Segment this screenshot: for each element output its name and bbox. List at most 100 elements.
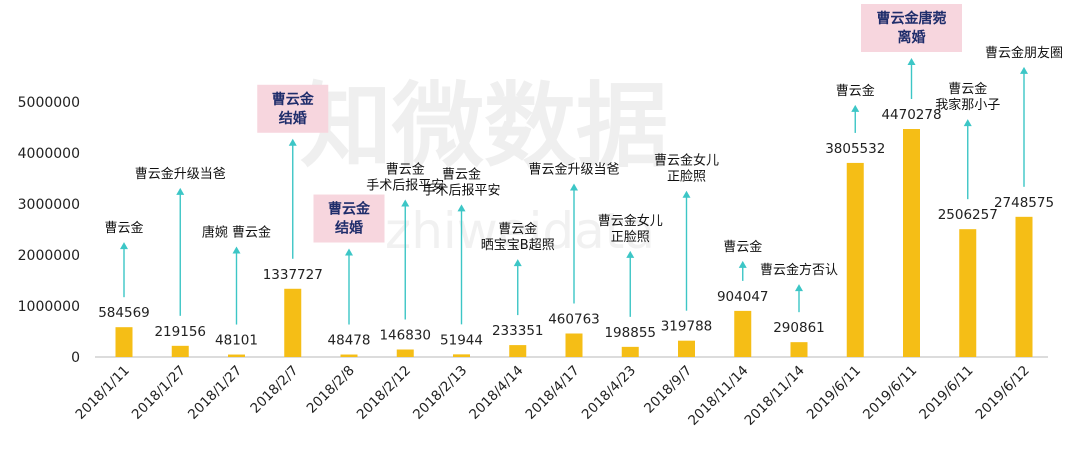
arrow-head [851, 104, 860, 112]
arrow-head [570, 183, 578, 191]
annotation-text: 曹云金 [328, 201, 371, 218]
annotation-text: 曹云金 [723, 239, 762, 255]
annotation-text: 曹云金 [442, 166, 481, 182]
x-tick-label: 2018/2/8 [304, 363, 358, 417]
watermark-en: zhiweidata [385, 202, 655, 260]
data-label: 460763 [548, 312, 600, 328]
annotation-text: 正脸照 [667, 170, 706, 185]
arrow-head [176, 187, 185, 195]
bar [228, 354, 245, 357]
data-label: 233351 [492, 323, 544, 339]
annotation-text: 结婚 [335, 220, 363, 237]
bar [565, 333, 583, 357]
annotation-arrows [120, 58, 1028, 325]
x-tick-label: 2019/6/12 [973, 363, 1033, 423]
arrow-head [288, 138, 297, 146]
x-tick-label: 2019/6/11 [916, 363, 976, 423]
y-tick-label: 2000000 [18, 248, 80, 264]
bar [284, 288, 302, 357]
annotation-text: 曹云金方否认 [760, 262, 838, 278]
x-tick-label: 2018/2/7 [247, 363, 301, 417]
bar [171, 345, 189, 357]
bar [115, 327, 133, 357]
annotation-text: 手术后报平安 [366, 179, 444, 194]
arrow-head [232, 246, 241, 254]
bar [959, 229, 977, 357]
data-label: 146830 [379, 328, 431, 344]
arrow-head [120, 242, 128, 250]
x-tick-label: 2018/1/11 [73, 363, 133, 423]
annotation-text: 曹云金 [948, 81, 987, 97]
bar [846, 162, 864, 357]
arrow-head [457, 204, 466, 212]
arrow-head [682, 190, 691, 198]
annotation-text: 曹云金升级当爸 [135, 166, 226, 182]
data-label: 198855 [604, 325, 656, 341]
y-tick-label: 4000000 [18, 146, 80, 162]
annotation-text: 曹云金唐菀 [877, 10, 947, 27]
annotation-text: 正脸照 [611, 230, 650, 245]
annotation-highlight-box [313, 194, 385, 243]
x-tick-label: 2018/11/14 [741, 363, 807, 429]
y-tick-label: 1000000 [18, 299, 80, 315]
x-tick-label: 2019/6/11 [860, 363, 920, 423]
arrow-head [345, 248, 353, 256]
x-tick-label: 2018/4/23 [579, 363, 639, 423]
x-tick-label: 2018/2/13 [410, 363, 470, 423]
arrow-head [401, 199, 410, 207]
bar [1015, 216, 1033, 357]
arrow-head [907, 58, 916, 65]
data-label: 290861 [773, 320, 825, 336]
bar [678, 340, 695, 357]
y-tick-label: 3000000 [18, 197, 80, 213]
data-label: 904047 [717, 289, 769, 305]
arrow-head [795, 284, 803, 292]
data-label: 48478 [328, 333, 371, 349]
annotation-text: 离婚 [898, 29, 926, 46]
bar [734, 310, 752, 357]
data-label: 584569 [98, 305, 150, 321]
annotation-highlight-box [861, 4, 962, 52]
annotation-text: 曹云金 [272, 91, 315, 108]
data-label: 4470278 [881, 107, 941, 123]
x-tick-label: 2018/4/14 [466, 363, 526, 423]
data-label: 1337727 [263, 267, 323, 283]
annotation-text: 曹云金 [104, 220, 143, 236]
bar [396, 349, 414, 357]
annotation-text: 手术后报平安 [422, 183, 500, 198]
bar [621, 346, 639, 357]
annotation-text: 曹云金女儿 [654, 153, 719, 169]
data-label: 2506257 [938, 207, 998, 223]
bar [790, 342, 808, 357]
data-label: 2748575 [994, 195, 1054, 211]
annotation-text: 曹云金朋友圈 [985, 45, 1063, 61]
x-tick-label: 2018/2/12 [354, 363, 414, 423]
annotation-text: 曹云金女儿 [598, 213, 663, 229]
y-tick-label: 0 [71, 350, 80, 366]
annotation-text: 曹云金 [498, 221, 537, 237]
x-tick-label: 2018/1/27 [185, 363, 245, 423]
arrow-head [738, 260, 747, 268]
watermark-cn: 知微数据 [300, 73, 668, 180]
arrow-head [626, 250, 635, 258]
data-label: 51944 [440, 332, 483, 348]
annotation-text: 我家那小子 [935, 97, 1000, 113]
annotation-text: 晒宝宝B超照 [481, 238, 555, 253]
x-tick-label: 2018/4/17 [523, 363, 583, 423]
annotation-highlight-box [257, 84, 329, 133]
watermark: 知微数据 zhiweidata [300, 73, 668, 260]
annotation-text: 曹云金升级当爸 [528, 162, 619, 178]
x-tick-label: 2018/9/7 [641, 363, 695, 417]
annotation-text: 唐婉 曹云金 [202, 225, 271, 241]
bar [509, 345, 527, 357]
y-tick-label: 5000000 [18, 95, 80, 111]
bar [340, 354, 358, 357]
x-tick-label: 2018/1/27 [129, 363, 189, 423]
data-label: 219156 [154, 324, 206, 340]
arrow-head [513, 259, 522, 267]
